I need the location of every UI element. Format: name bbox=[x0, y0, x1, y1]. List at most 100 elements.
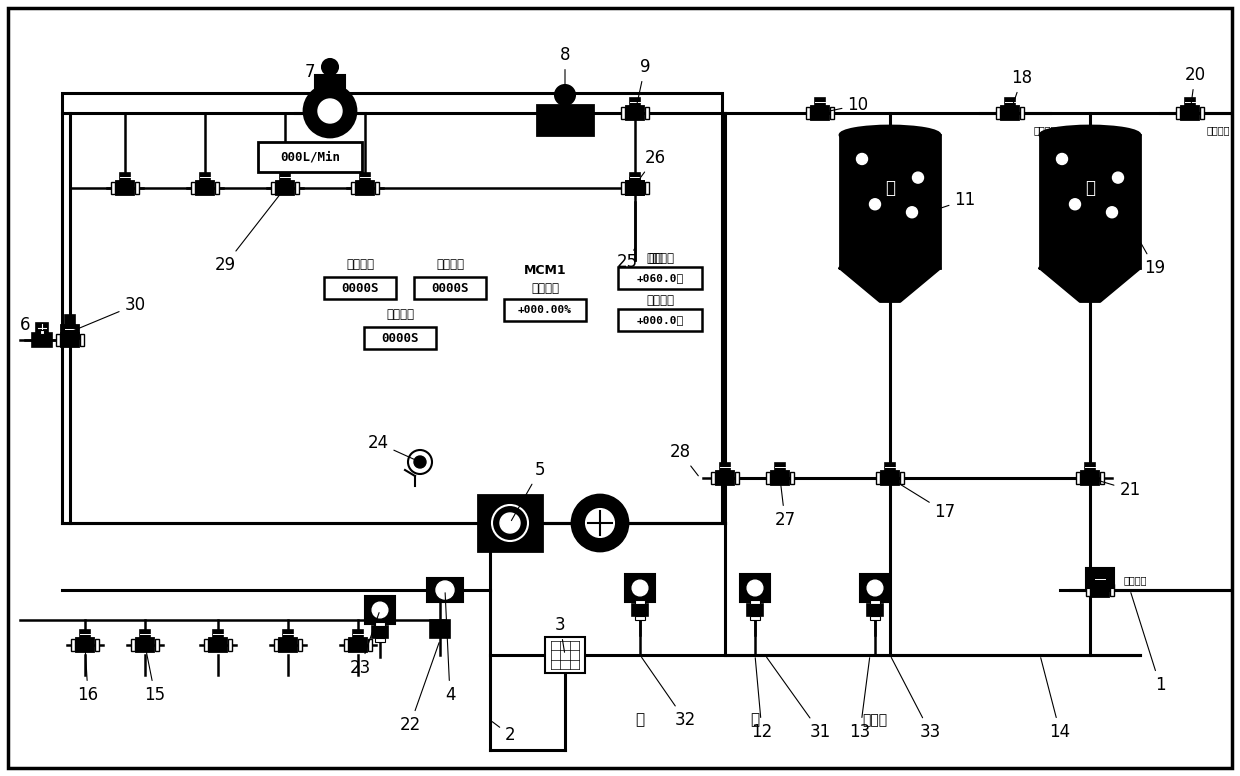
Bar bbox=[95, 639, 99, 651]
Circle shape bbox=[500, 513, 520, 533]
Bar bbox=[630, 98, 640, 106]
Bar bbox=[775, 463, 785, 471]
Bar bbox=[365, 596, 396, 624]
Bar bbox=[353, 630, 363, 638]
Text: 23: 23 bbox=[350, 612, 379, 677]
Bar bbox=[1095, 575, 1105, 583]
Ellipse shape bbox=[1040, 126, 1140, 144]
Text: 自来水入: 自来水入 bbox=[1123, 575, 1147, 585]
Bar bbox=[1185, 98, 1195, 106]
Bar bbox=[140, 630, 150, 638]
Circle shape bbox=[414, 456, 427, 468]
Bar bbox=[76, 638, 94, 652]
Circle shape bbox=[322, 59, 339, 75]
Text: 32: 32 bbox=[641, 657, 696, 729]
Text: 排水: 排水 bbox=[649, 251, 663, 265]
Text: 碱: 碱 bbox=[885, 179, 895, 197]
Bar bbox=[996, 107, 999, 119]
Circle shape bbox=[372, 602, 388, 618]
Bar bbox=[324, 277, 396, 299]
Circle shape bbox=[857, 154, 868, 165]
Bar bbox=[875, 472, 880, 484]
Bar bbox=[830, 107, 835, 119]
Bar bbox=[746, 604, 763, 616]
Circle shape bbox=[408, 450, 432, 474]
Bar bbox=[272, 182, 275, 194]
Text: 7: 7 bbox=[305, 63, 329, 91]
Text: 28: 28 bbox=[670, 443, 698, 476]
Bar bbox=[626, 106, 644, 120]
Bar bbox=[258, 142, 362, 172]
Circle shape bbox=[572, 495, 627, 551]
Bar bbox=[1076, 472, 1080, 484]
Circle shape bbox=[1106, 206, 1117, 218]
Text: 30: 30 bbox=[73, 296, 145, 331]
Bar bbox=[64, 325, 74, 333]
Text: 自来水入: 自来水入 bbox=[1207, 125, 1230, 135]
Circle shape bbox=[867, 580, 883, 596]
Bar bbox=[81, 334, 84, 346]
Bar bbox=[815, 98, 825, 106]
Bar bbox=[618, 267, 702, 289]
Bar bbox=[1176, 107, 1180, 119]
Circle shape bbox=[1069, 199, 1080, 210]
Text: 26: 26 bbox=[636, 149, 666, 183]
Bar bbox=[645, 107, 649, 119]
Bar bbox=[1086, 568, 1114, 588]
Bar bbox=[625, 574, 655, 602]
Text: 15: 15 bbox=[144, 648, 166, 704]
Bar bbox=[870, 616, 880, 620]
Text: MCM1: MCM1 bbox=[523, 264, 567, 276]
Text: 加碱时间: 加碱时间 bbox=[436, 258, 464, 272]
Bar bbox=[900, 472, 904, 484]
Bar bbox=[277, 181, 294, 195]
Bar bbox=[368, 639, 372, 651]
Bar bbox=[503, 299, 587, 321]
Bar bbox=[280, 173, 290, 181]
Bar bbox=[626, 181, 644, 195]
Bar bbox=[365, 327, 436, 349]
Text: 自来水入: 自来水入 bbox=[1033, 125, 1056, 135]
Bar bbox=[1085, 463, 1095, 471]
Text: 33: 33 bbox=[892, 657, 941, 741]
Circle shape bbox=[587, 509, 614, 537]
Circle shape bbox=[304, 85, 356, 137]
Bar bbox=[315, 75, 345, 93]
Bar bbox=[632, 604, 649, 616]
Bar bbox=[210, 638, 227, 652]
Text: +060.0℃: +060.0℃ bbox=[636, 273, 683, 283]
Bar bbox=[298, 639, 303, 651]
Text: 000L/Min: 000L/Min bbox=[280, 151, 340, 164]
Bar bbox=[1021, 107, 1024, 119]
Bar bbox=[348, 638, 367, 652]
Bar bbox=[735, 472, 739, 484]
Text: +000.00%: +000.00% bbox=[518, 305, 572, 315]
Bar bbox=[720, 463, 730, 471]
Bar bbox=[112, 182, 115, 194]
Text: 6: 6 bbox=[20, 316, 40, 338]
Bar bbox=[131, 639, 135, 651]
Bar bbox=[626, 181, 644, 195]
Circle shape bbox=[317, 99, 342, 123]
Bar bbox=[621, 107, 625, 119]
Text: 0000S: 0000S bbox=[381, 331, 419, 345]
Text: 12: 12 bbox=[751, 658, 773, 741]
Text: 19: 19 bbox=[1126, 217, 1166, 277]
Bar bbox=[537, 105, 593, 135]
Text: 0000S: 0000S bbox=[432, 282, 469, 295]
Bar bbox=[414, 277, 486, 299]
Text: 4: 4 bbox=[445, 593, 455, 704]
Circle shape bbox=[632, 580, 647, 596]
Circle shape bbox=[436, 581, 454, 599]
Bar bbox=[372, 626, 388, 638]
Text: 11: 11 bbox=[923, 191, 976, 214]
Bar bbox=[1004, 98, 1016, 106]
Bar bbox=[191, 182, 195, 194]
Circle shape bbox=[1056, 154, 1068, 165]
Bar bbox=[427, 578, 463, 602]
Bar bbox=[40, 330, 43, 334]
Bar bbox=[283, 630, 293, 638]
Bar bbox=[81, 630, 91, 638]
Text: 加酸时间: 加酸时间 bbox=[346, 258, 374, 272]
Polygon shape bbox=[839, 268, 940, 302]
